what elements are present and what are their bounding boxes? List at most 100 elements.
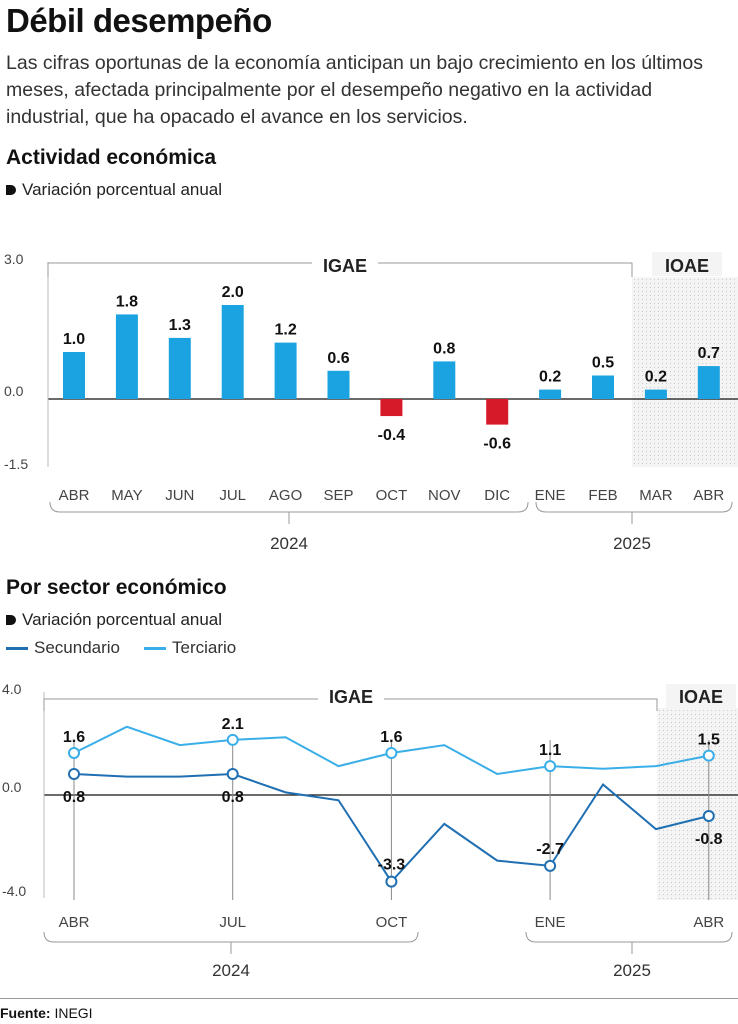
- point-value-label: 2.1: [222, 716, 244, 733]
- bar-value-label: 0.5: [592, 355, 614, 372]
- point-secundario: [385, 875, 398, 888]
- bar-jul: [221, 305, 244, 399]
- x-tick-label: NOV: [428, 487, 461, 504]
- bar-feb: [592, 375, 614, 399]
- bar-value-label: 0.6: [327, 350, 349, 367]
- bar-value-label: -0.6: [483, 436, 511, 453]
- chart1-title: Actividad económica: [6, 146, 217, 169]
- year-label-2024-b: 2024: [212, 961, 250, 980]
- point-value-label: -3.3: [378, 857, 406, 874]
- point-terciario: [226, 733, 239, 746]
- year-bracket-2024-b: [43, 931, 419, 943]
- chart1-unit-label: Variación porcentual anual: [22, 180, 223, 199]
- x-tick-label: JUL: [219, 914, 246, 931]
- y-tick-label: 0.0: [2, 779, 22, 795]
- year-label-2025-b: 2025: [613, 961, 651, 980]
- bar-value-label: 0.8: [433, 340, 455, 357]
- y-tick-label: -1.5: [4, 456, 28, 472]
- unit-marker-icon: [6, 185, 16, 195]
- x-tick-label: AGO: [269, 487, 302, 504]
- x-tick-label: FEB: [588, 487, 617, 504]
- year-label-2025: 2025: [613, 534, 651, 553]
- bar-value-label: 0.2: [539, 369, 561, 386]
- x-tick-label: OCT: [376, 914, 408, 931]
- bar-ago: [274, 342, 297, 399]
- group-label-ioae-2: IOAE: [679, 687, 723, 707]
- year-label-2024: 2024: [270, 534, 308, 553]
- x-tick-label: SEP: [323, 487, 353, 504]
- x-tick-label: JUN: [165, 487, 194, 504]
- y-tick-label: 3.0: [4, 251, 24, 267]
- ioae-label-bg: [652, 252, 722, 276]
- point-value-label: 1.6: [63, 729, 85, 746]
- bar-value-label: 1.3: [169, 317, 191, 334]
- point-value-label: 1.1: [539, 742, 561, 759]
- group-label-igae-2: IGAE: [329, 687, 373, 707]
- point-terciario: [544, 760, 557, 773]
- bar-mar: [644, 389, 667, 399]
- chart2-unit-label: Variación porcentual anual: [22, 610, 223, 629]
- bar-abr: [697, 366, 720, 399]
- chart1-unit: Variación porcentual anual: [6, 180, 222, 200]
- bar-value-label: 1.8: [116, 293, 138, 310]
- bar-value-label: 0.2: [645, 369, 667, 386]
- x-tick-label: MAR: [639, 487, 673, 504]
- bar-may: [115, 314, 138, 399]
- year-bracket-2025: [535, 501, 733, 513]
- bar-value-label: 1.2: [274, 322, 296, 339]
- source-label: Fuente:: [0, 1005, 51, 1021]
- charts-canvas: 3.0 0.0 -1.5 IGAE IOAE 1.0 ABR 1.8 MAY 1.3 JUN 2.0 J…: [2, 251, 738, 980]
- x-tick-label: ABR: [59, 487, 90, 504]
- legend-line-secundario: [6, 646, 28, 650]
- x-tick-label: JUL: [219, 487, 246, 504]
- chart2-legend: Secundario Terciario: [6, 638, 260, 658]
- y-tick-label: 0.0: [4, 383, 24, 399]
- legend-line-terciario: [144, 646, 167, 650]
- point-secundario: [702, 810, 715, 822]
- point-value-label: 1.5: [698, 732, 720, 749]
- x-tick-label: OCT: [376, 487, 408, 504]
- bar-value-label: 2.0: [222, 284, 244, 301]
- point-value-label: 0.8: [63, 789, 85, 806]
- igae-label-bg-2: [318, 684, 384, 708]
- bar-value-label: -0.4: [378, 427, 406, 444]
- bar-value-label: 0.7: [698, 345, 720, 362]
- point-secundario: [68, 768, 80, 780]
- x-tick-label: ABR: [693, 914, 724, 931]
- chart2-title: Por sector económico: [6, 576, 227, 599]
- bar-oct: [380, 399, 403, 417]
- x-tick-label: ABR: [693, 487, 724, 504]
- y-tick-label: -4.0: [2, 883, 26, 899]
- point-value-label: 0.8: [222, 789, 244, 806]
- page-title: Débil desempeño: [6, 2, 272, 39]
- source-note: Fuente: INEGI: [0, 998, 738, 1021]
- bar-abr: [63, 352, 85, 399]
- bar-value-label: 1.0: [63, 331, 85, 348]
- x-tick-label: MAY: [111, 487, 142, 504]
- x-tick-label: ENE: [535, 914, 566, 931]
- bar-sep: [327, 370, 350, 399]
- x-tick-label: ABR: [59, 914, 90, 931]
- bar-nov: [433, 361, 456, 399]
- point-value-label: 1.6: [380, 729, 402, 746]
- source-value: INEGI: [54, 1005, 93, 1021]
- point-value-label: -0.8: [695, 831, 723, 848]
- chart2-unit: Variación porcentual anual: [6, 610, 222, 630]
- legend-item-secundario: Secundario: [6, 638, 120, 658]
- x-tick-label: ENE: [535, 487, 566, 504]
- legend-item-terciario: Terciario: [144, 638, 236, 658]
- ioae-shade-area-2-bg: [657, 708, 738, 900]
- group-label-ioae: IOAE: [665, 256, 709, 276]
- point-terciario: [702, 749, 715, 762]
- point-terciario: [385, 747, 398, 759]
- bar-jun: [168, 337, 191, 399]
- point-secundario: [226, 768, 239, 780]
- point-secundario: [544, 859, 557, 872]
- unit-marker-icon: [6, 615, 16, 625]
- point-terciario: [68, 747, 80, 759]
- ioae-shade-area-bg: [632, 277, 738, 467]
- page-subtitle: Las cifras oportunas de la economía anti…: [6, 52, 703, 128]
- bar-dic: [486, 399, 509, 425]
- bar-ene: [539, 389, 562, 399]
- legend-label-secundario: Secundario: [34, 638, 121, 657]
